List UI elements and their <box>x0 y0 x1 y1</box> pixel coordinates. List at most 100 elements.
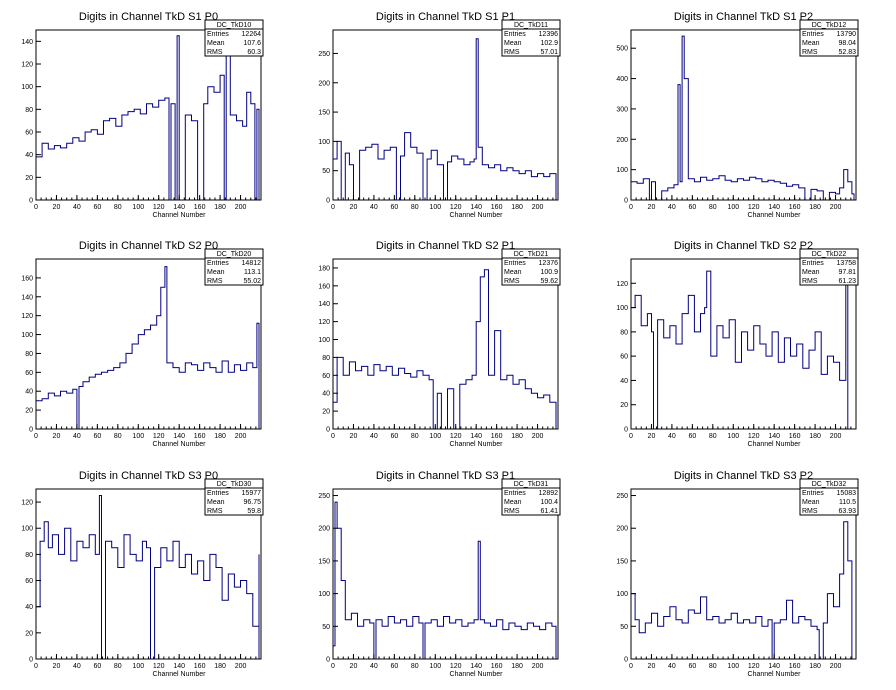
stats-value-rms: 60.3 <box>247 49 261 56</box>
stats-value-entries: 15977 <box>242 490 262 497</box>
y-tick-label: 80 <box>620 329 628 336</box>
stats-value-entries: 13790 <box>837 31 857 38</box>
x-tick-label: 100 <box>727 433 739 440</box>
stats-box: DC_TkD20 Entries 14812 Mean 113.1 RMS 55.02 <box>204 248 264 286</box>
y-tick-label: 200 <box>318 526 330 533</box>
x-tick-label: 160 <box>789 433 801 440</box>
y-tick-label: 100 <box>616 167 628 174</box>
x-tick-label: 0 <box>629 204 633 211</box>
x-tick-label: 200 <box>830 204 842 211</box>
x-tick-label: 20 <box>350 204 358 211</box>
y-tick-label: 0 <box>624 427 628 434</box>
histogram-series <box>35 266 260 430</box>
stats-label-rms: RMS <box>504 49 520 56</box>
x-tick-label: 20 <box>648 663 656 670</box>
y-tick-label: 20 <box>620 402 628 409</box>
stats-value-rms: 61.23 <box>838 278 856 285</box>
x-tick-label: 0 <box>629 663 633 670</box>
x-tick-label: 180 <box>511 433 523 440</box>
stats-box: DC_TkD21 Entries 12376 Mean 100.9 RMS 59.62 <box>501 248 561 286</box>
y-tick-label: 100 <box>21 84 33 91</box>
x-tick-label: 40 <box>370 663 378 670</box>
y-tick-label: 80 <box>322 355 330 362</box>
y-tick-label: 20 <box>25 630 33 637</box>
stats-box: DC_TkD31 Entries 12892 Mean 100.4 RMS 61.41 <box>501 478 561 516</box>
x-tick-label: 160 <box>491 433 503 440</box>
x-tick-label: 40 <box>73 663 81 670</box>
y-tick-label: 140 <box>21 39 33 46</box>
stats-value-mean: 96.75 <box>243 499 261 506</box>
x-tick-label: 120 <box>748 204 760 211</box>
x-tick-label: 100 <box>429 433 441 440</box>
x-tick-label: 200 <box>532 663 544 670</box>
stats-value-entries: 14812 <box>242 260 262 267</box>
x-axis-title: Channel Number <box>450 671 504 678</box>
x-tick-label: 140 <box>173 204 185 211</box>
x-tick-label: 0 <box>34 433 38 440</box>
stats-label-mean: Mean <box>207 40 225 47</box>
x-axis-title: Channel Number <box>748 441 802 448</box>
stats-label-rms: RMS <box>802 508 818 515</box>
y-tick-label: 100 <box>616 305 628 312</box>
x-tick-label: 100 <box>132 433 144 440</box>
y-tick-label: 0 <box>326 657 330 664</box>
x-tick-label: 80 <box>709 204 717 211</box>
stats-label-rms: RMS <box>207 49 223 56</box>
stats-value-entries: 12264 <box>242 31 262 38</box>
chart-title: Digits in Channel TkD S3 P2 <box>674 470 813 482</box>
stats-frame <box>501 248 561 286</box>
x-tick-label: 160 <box>194 433 206 440</box>
x-tick-label: 140 <box>470 204 482 211</box>
x-tick-label: 200 <box>830 663 842 670</box>
x-axis-title: Channel Number <box>153 671 207 678</box>
x-tick-label: 80 <box>411 663 419 670</box>
y-tick-label: 120 <box>318 319 330 326</box>
y-tick-label: 60 <box>620 354 628 361</box>
x-tick-label: 120 <box>450 663 462 670</box>
y-tick-label: 0 <box>624 657 628 664</box>
chart-5: Digits in Channel TkD S2 P1 0 20 40 60 80 100 1… <box>318 240 561 448</box>
histogram-series <box>630 264 854 430</box>
stats-value-mean: 100.4 <box>540 499 558 506</box>
y-tick-label: 120 <box>21 62 33 69</box>
x-tick-label: 60 <box>390 204 398 211</box>
y-tick-label: 500 <box>616 46 628 53</box>
x-tick-label: 40 <box>668 433 676 440</box>
x-tick-label: 100 <box>429 663 441 670</box>
x-tick-label: 80 <box>411 204 419 211</box>
stats-box: DC_TkD30 Entries 15977 Mean 96.75 RMS 59.8 <box>204 478 264 516</box>
x-tick-label: 160 <box>491 663 503 670</box>
y-tick-label: 100 <box>21 526 33 533</box>
y-tick-label: 80 <box>25 552 33 559</box>
chart-title: Digits in Channel TkD S2 P0 <box>79 240 218 252</box>
x-tick-label: 0 <box>34 663 38 670</box>
stats-value-rms: 63.93 <box>838 508 856 515</box>
x-tick-label: 140 <box>173 433 185 440</box>
x-tick-label: 200 <box>532 204 544 211</box>
y-tick-label: 150 <box>318 110 330 117</box>
stats-label-rms: RMS <box>504 508 520 515</box>
y-tick-label: 0 <box>29 427 33 434</box>
x-tick-label: 200 <box>235 204 247 211</box>
stats-label-mean: Mean <box>504 40 522 47</box>
x-tick-label: 40 <box>73 204 81 211</box>
y-tick-label: 160 <box>318 283 330 290</box>
x-tick-label: 120 <box>450 204 462 211</box>
x-tick-label: 80 <box>709 663 717 670</box>
x-tick-label: 20 <box>350 663 358 670</box>
stats-label-mean: Mean <box>802 269 820 276</box>
stats-frame <box>204 478 264 516</box>
x-tick-label: 120 <box>748 663 760 670</box>
x-tick-label: 100 <box>429 204 441 211</box>
stats-label-rms: RMS <box>802 49 818 56</box>
stats-label-mean: Mean <box>207 499 225 506</box>
x-tick-label: 160 <box>789 663 801 670</box>
stats-value-rms: 59.8 <box>247 508 261 515</box>
x-tick-label: 180 <box>214 663 226 670</box>
x-tick-label: 140 <box>470 433 482 440</box>
chart-title: Digits in Channel TkD S1 P2 <box>674 11 813 23</box>
stats-box: DC_TkD12 Entries 13790 Mean 98.04 RMS 52.83 <box>799 19 859 57</box>
y-tick-label: 40 <box>620 378 628 385</box>
x-tick-label: 160 <box>491 204 503 211</box>
x-tick-label: 80 <box>411 433 419 440</box>
